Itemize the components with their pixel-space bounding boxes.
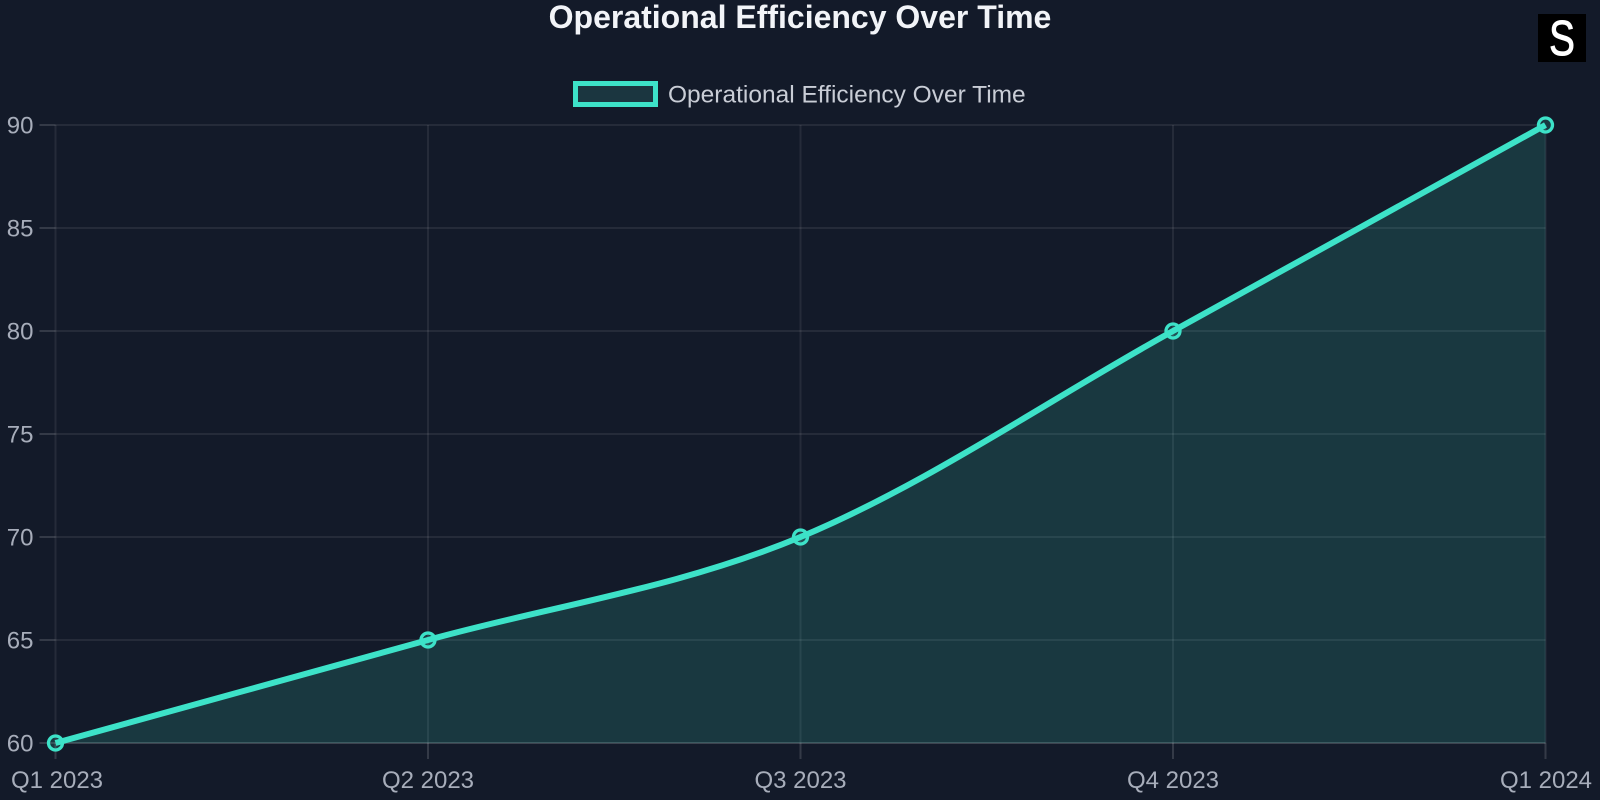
svg-text:80: 80: [7, 319, 34, 346]
svg-text:Q1 2023: Q1 2023: [11, 767, 103, 794]
svg-text:75: 75: [7, 422, 34, 449]
svg-text:Operational Efficiency Over Ti: Operational Efficiency Over Time: [668, 82, 1026, 109]
svg-text:S: S: [1549, 12, 1575, 67]
svg-text:65: 65: [7, 628, 34, 655]
svg-text:85: 85: [7, 216, 34, 243]
svg-text:Q1 2024: Q1 2024: [1500, 767, 1592, 794]
svg-text:90: 90: [7, 113, 34, 140]
svg-text:60: 60: [7, 731, 34, 758]
svg-text:Q3 2023: Q3 2023: [754, 767, 846, 794]
svg-text:Operational Efficiency Over Ti: Operational Efficiency Over Time: [549, 0, 1052, 35]
svg-text:Q2 2023: Q2 2023: [382, 767, 474, 794]
svg-text:Q4 2023: Q4 2023: [1127, 767, 1219, 794]
svg-text:70: 70: [7, 525, 34, 552]
